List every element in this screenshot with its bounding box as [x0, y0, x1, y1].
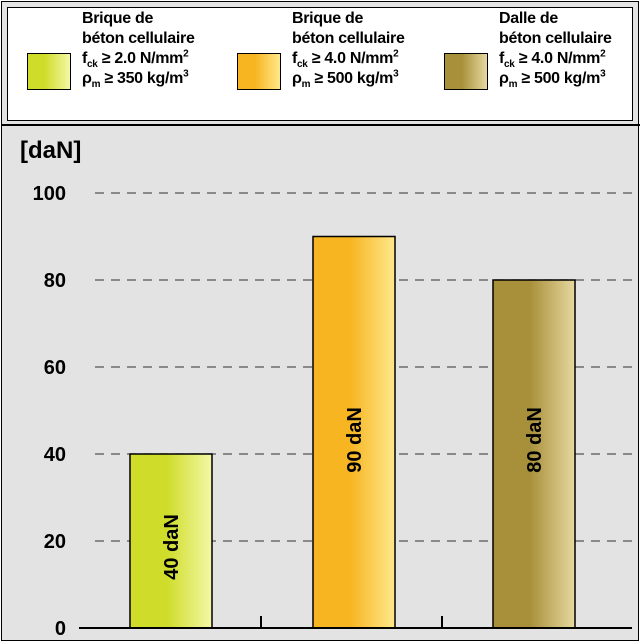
x-axis [79, 616, 632, 629]
legend-rho: ρm ≥ 350 kg/m3 [82, 68, 189, 91]
y-tick-label: 0 [55, 618, 66, 640]
y-tick-label: 80 [44, 270, 66, 292]
bar [312, 235, 396, 629]
bar-data-label: 80 daN [524, 407, 546, 473]
legend-fck: fck ≥ 4.0 N/mm2 [499, 48, 606, 71]
legend-line1: Brique de [292, 10, 364, 27]
legend-line1: Brique de [82, 10, 154, 27]
legend-text-3: Dalle de béton cellulaire fck ≥ 4.0 N/mm… [499, 9, 612, 91]
legend-fck: fck ≥ 2.0 N/mm2 [82, 48, 189, 71]
y-tick-label: 20 [44, 531, 66, 553]
legend: Brique de béton cellulaire fck ≥ 2.0 N/m… [7, 7, 633, 121]
bar-data-label: 40 daN [161, 514, 183, 580]
legend-text-1: Brique de béton cellulaire fck ≥ 2.0 N/m… [82, 9, 195, 91]
legend-swatch-1 [27, 53, 71, 90]
bars [129, 235, 576, 629]
bar-data-label: 90 daN [344, 407, 366, 473]
y-tick-labels: 0 20 40 60 80 100 [33, 183, 66, 640]
legend-line2: béton cellulaire [499, 30, 612, 47]
legend-rho: ρm ≥ 500 kg/m3 [292, 68, 399, 91]
legend-swatch-2 [237, 53, 281, 90]
legend-text-2: Brique de béton cellulaire fck ≥ 4.0 N/m… [292, 9, 405, 91]
y-axis-unit-label: [daN] [20, 137, 82, 164]
legend-line1: Dalle de [499, 10, 558, 27]
y-tick-label: 100 [33, 183, 66, 205]
data-labels: 40 daN 90 daN 80 daN [161, 407, 546, 580]
legend-line2: béton cellulaire [292, 30, 405, 47]
y-tick-label: 60 [44, 357, 66, 379]
bar [492, 279, 576, 629]
legend-divider [2, 124, 640, 126]
y-tick-label: 40 [44, 444, 66, 466]
legend-rho: ρm ≥ 500 kg/m3 [499, 68, 606, 91]
legend-line2: béton cellulaire [82, 30, 195, 47]
legend-swatch-3 [444, 53, 488, 90]
legend-fck: fck ≥ 4.0 N/mm2 [292, 48, 399, 71]
bar [129, 453, 213, 629]
